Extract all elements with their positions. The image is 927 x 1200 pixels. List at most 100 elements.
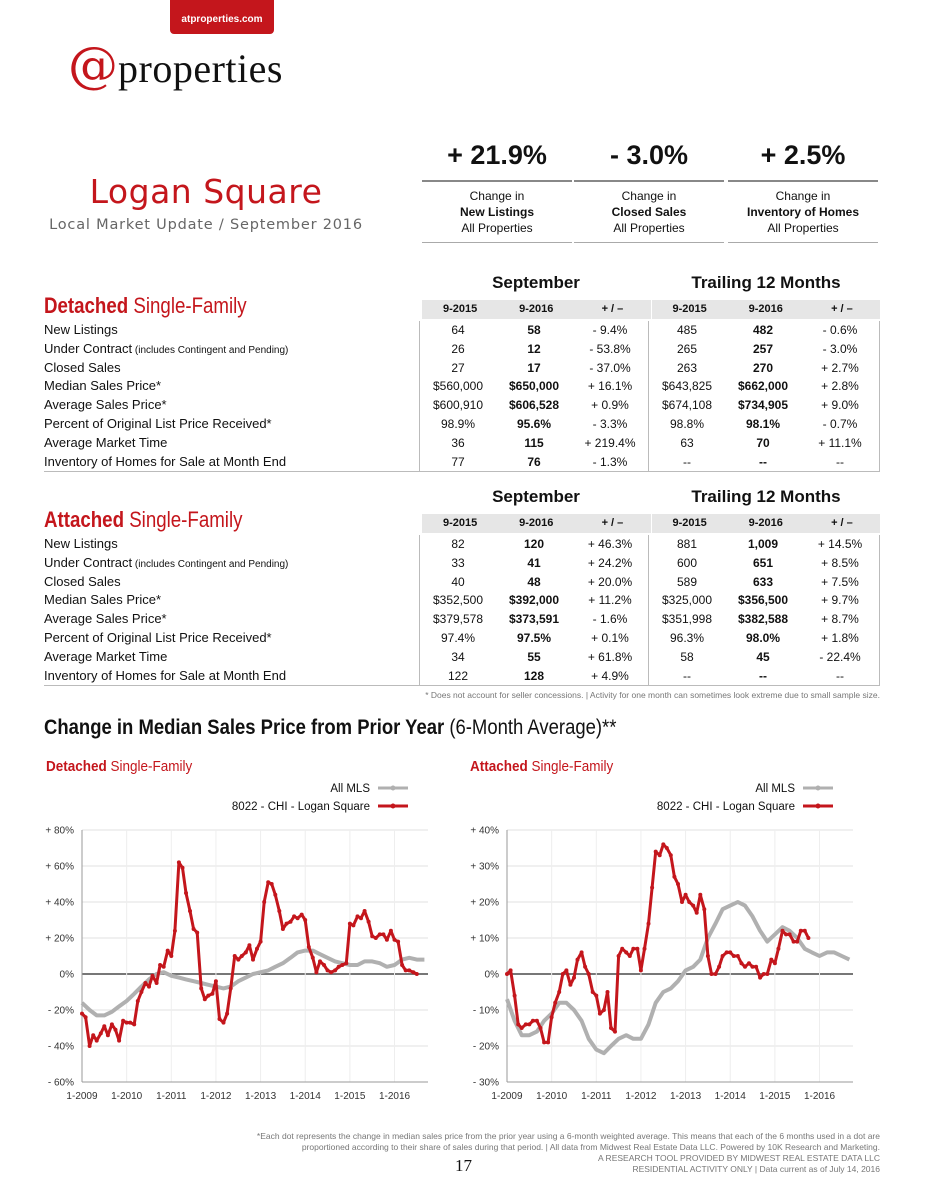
row-label: Inventory of Homes for Sale at Month End	[44, 453, 287, 469]
table-cell: 651	[752, 555, 774, 570]
data-point	[310, 955, 315, 960]
data-point	[572, 975, 576, 980]
table-row: Median Sales Price* $352,500 $392,000 + 11.…	[44, 591, 880, 611]
data-point	[806, 936, 811, 940]
data-point	[784, 932, 788, 937]
table-cell: 115	[524, 435, 544, 450]
data-point	[668, 853, 673, 858]
data-point	[98, 1031, 103, 1036]
table-cell: 589	[648, 572, 725, 592]
data-point	[698, 892, 703, 897]
data-point	[672, 874, 677, 879]
data-point	[121, 1018, 126, 1023]
data-point	[549, 1015, 554, 1020]
row-label: New Listings	[44, 322, 118, 337]
y-tick-label: + 10%	[470, 934, 499, 945]
row-label: Median Sales Price*	[44, 378, 162, 394]
data-point	[601, 1008, 606, 1012]
col-header: + / –	[831, 303, 853, 315]
table-row: Inventory of Homes for Sale at Month End…	[44, 452, 880, 473]
data-point	[351, 923, 356, 928]
data-point	[384, 937, 389, 942]
table-row: Under Contract (includes Contingent and …	[44, 339, 880, 359]
table-cell: 34	[419, 647, 496, 667]
row-label: Under Contract (includes Contingent and …	[44, 554, 289, 570]
chart-detached: All MLS 8022 - CHI - Logan Square - 60% - 4…	[45, 783, 428, 1102]
data-point	[258, 939, 263, 944]
row-label: Percent of Original List Price Received*	[44, 629, 272, 645]
table-footnote: * Does not account for seller concession…	[425, 690, 880, 701]
y-tick-label: + 20%	[45, 934, 74, 945]
table-cell: $734,905	[737, 398, 789, 413]
data-point	[273, 892, 278, 897]
data-point	[638, 968, 643, 973]
kpi-scope: All Properties	[613, 221, 685, 235]
data-point	[236, 957, 241, 962]
data-point	[661, 842, 666, 847]
series-line	[505, 842, 810, 1044]
data-point	[780, 928, 785, 933]
data-point	[594, 993, 599, 998]
table-cell: + 1.8%	[801, 628, 880, 648]
data-point	[225, 1011, 230, 1016]
data-point	[292, 914, 297, 919]
data-point	[720, 954, 725, 958]
x-tick-label: 1-2014	[290, 1091, 322, 1102]
table-cell: - 22.4%	[801, 647, 880, 667]
footer-notes: *Each dot represents the change in media…	[160, 1131, 880, 1175]
table-cell: + 0.9%	[591, 398, 629, 413]
x-tick-label: 1-2012	[625, 1091, 657, 1102]
data-point	[91, 1033, 96, 1038]
row-label-note: (includes Contingent and Pending)	[132, 558, 289, 570]
row-label: Percent of Original List Price Received*	[44, 415, 272, 431]
data-point	[694, 910, 699, 915]
data-point	[232, 954, 237, 958]
table-cell: - 3.0%	[801, 339, 880, 359]
data-point	[366, 919, 371, 924]
data-point	[333, 968, 338, 973]
data-point	[158, 963, 163, 967]
x-tick-label: 1-2012	[200, 1091, 232, 1102]
data-point	[87, 1044, 92, 1048]
table-row: Average Market Time 34 55 + 61.8% 58 45 - 22.4…	[44, 647, 880, 667]
table-cell: --	[801, 452, 880, 472]
row-label: Closed Sales	[44, 359, 121, 375]
x-tick-label: 1-2010	[536, 1091, 568, 1102]
table-cell: 881	[648, 535, 725, 554]
data-point	[213, 979, 218, 984]
data-point	[161, 964, 166, 969]
table-cell: + 24.2%	[587, 555, 633, 570]
table-cell: 270	[752, 360, 774, 375]
page-number: 17	[455, 1156, 472, 1175]
data-point	[239, 954, 244, 958]
col-header: + / –	[601, 517, 624, 529]
x-tick-label: 1-2011	[156, 1091, 187, 1102]
table-cell: 97.4%	[419, 628, 496, 648]
kpi-closed-sales: - 3.0% Change in Closed Sales All Properti…	[574, 140, 724, 243]
footer-line: RESIDENTIAL ACTIVITY ONLY | Data current…	[632, 1164, 880, 1174]
detached-rows: New Listings 64 58 - 9.4% 485 482 - 0.6% Under …	[44, 321, 880, 473]
table-cell: 26	[419, 339, 496, 359]
table-row: Closed Sales 27 17 - 37.0% 263 270 + 2.7%	[44, 358, 880, 378]
row-label: Median Sales Price*	[44, 592, 162, 608]
group-month: September	[492, 487, 580, 506]
data-point	[713, 972, 718, 976]
data-point	[132, 1022, 137, 1027]
data-point	[754, 964, 759, 969]
table-cell: 97.5%	[516, 630, 552, 645]
page-header: Logan Square Local Market Update / Septe…	[40, 172, 372, 233]
table-cell: 98.0%	[745, 630, 781, 645]
data-point	[355, 914, 360, 919]
data-point	[613, 1029, 617, 1034]
col-header: 9-2015	[442, 303, 478, 315]
brand-tab[interactable]: atproperties.com	[170, 0, 274, 34]
kpi-value: - 3.0%	[609, 140, 689, 170]
data-point	[210, 991, 215, 996]
detached-title: Detached Single-Family	[44, 293, 247, 318]
data-point	[322, 963, 326, 967]
x-tick-label: 1-2011	[581, 1091, 612, 1102]
data-point	[772, 961, 777, 966]
data-point	[377, 932, 382, 937]
table-cell: $600,910	[419, 396, 496, 415]
table-cell: 95.6%	[516, 416, 552, 431]
